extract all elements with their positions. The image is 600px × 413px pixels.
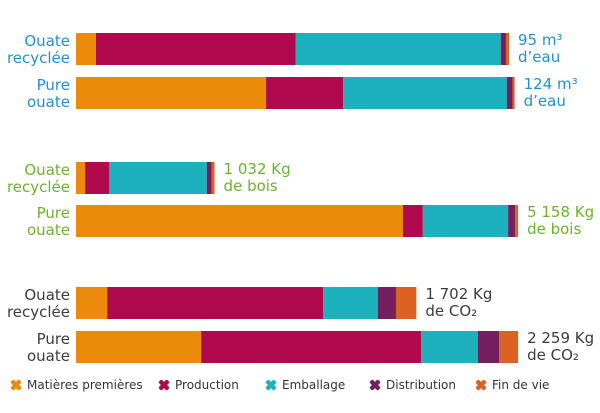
legend-label: Emballage: [282, 378, 345, 392]
legend: Matières premières Production Emballage Dis…: [10, 378, 549, 392]
category-label: Pure ouate: [27, 204, 70, 239]
bar-segment: [505, 33, 509, 65]
category-label: Ouate recyclée: [7, 161, 70, 196]
bar-segment: [211, 162, 215, 194]
category-label: Ouate recyclée: [7, 286, 70, 321]
bar-segment: [377, 287, 396, 319]
cross-icon: [369, 379, 381, 391]
bar-segment: [499, 331, 519, 363]
bars-layer: [76, 33, 519, 363]
legend-label: Matières premières: [27, 378, 143, 392]
legend-item: Matières premières: [10, 378, 143, 392]
total-labels: 95 m³ d’eau 124 m³ d’eau 1 032 Kg de bois 5 15…: [224, 31, 595, 364]
bar-segment: [266, 77, 344, 109]
bar-segment: [85, 162, 110, 194]
legend-item: Production: [158, 378, 239, 392]
bar-segment: [506, 77, 513, 109]
total-label: 5 158 Kg de bois: [527, 203, 594, 238]
bar-segment: [500, 33, 506, 65]
bar-segment: [206, 162, 212, 194]
cross-icon: [158, 379, 170, 391]
legend-label: Production: [175, 378, 239, 392]
total-label: 1 702 Kg de CO₂: [425, 285, 492, 320]
cross-icon: [265, 379, 277, 391]
legend-item: Fin de vie: [475, 378, 549, 392]
bar-segment: [76, 205, 403, 237]
bar-segment: [421, 331, 478, 363]
legend-label: Distribution: [386, 378, 456, 392]
bar-segment: [95, 33, 296, 65]
category-label: Pure ouate: [27, 76, 70, 111]
bar-segment: [343, 77, 507, 109]
bar-segment: [76, 331, 202, 363]
bar-segment: [76, 287, 108, 319]
bar-segment: [477, 331, 500, 363]
category-label: Ouate recyclée: [7, 32, 70, 67]
category-label: Pure ouate: [27, 330, 70, 365]
bar-segment: [109, 162, 207, 194]
total-label: 124 m³ d’eau: [524, 75, 578, 110]
legend-item: Distribution: [369, 378, 456, 392]
total-label: 1 032 Kg de bois: [224, 160, 291, 195]
legend-label: Fin de vie: [492, 378, 549, 392]
bar-segment: [323, 287, 378, 319]
bar-segment: [295, 33, 501, 65]
legend-item: Emballage: [265, 378, 345, 392]
bar-segment: [395, 287, 417, 319]
bar-segment: [107, 287, 324, 319]
bar-segment: [76, 77, 267, 109]
bar-segment: [402, 205, 423, 237]
total-label: 2 259 Kg de CO₂: [527, 329, 594, 364]
total-label: 95 m³ d’eau: [518, 31, 562, 66]
bar-segment: [422, 205, 509, 237]
bar-segment: [515, 205, 519, 237]
bar-segment: [201, 331, 422, 363]
bar-segment: [512, 77, 515, 109]
cross-icon: [10, 379, 22, 391]
bar-segment: [76, 162, 86, 194]
category-labels: Ouate recyclée Pure ouate Ouate recyclée Pure o…: [7, 32, 70, 365]
cross-icon: [475, 379, 487, 391]
bar-segment: [76, 33, 96, 65]
bar-segment: [508, 205, 516, 237]
